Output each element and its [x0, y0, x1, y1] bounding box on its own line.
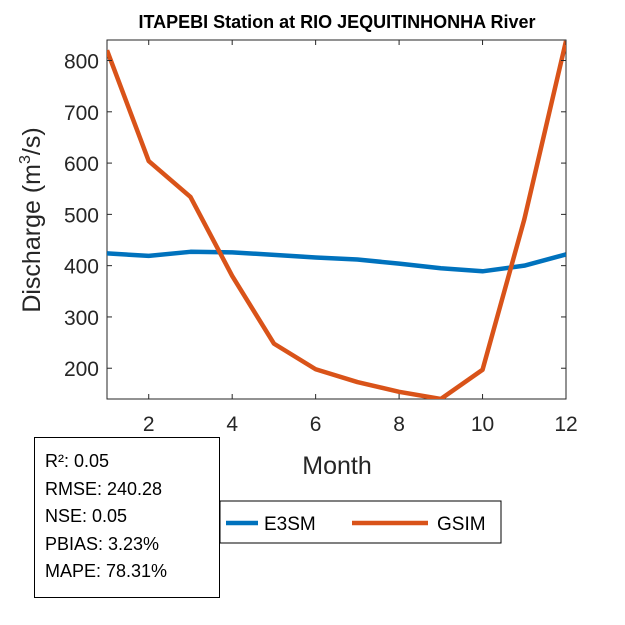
x-tick-label: 6 [310, 413, 322, 436]
series-line-e3sm [107, 249, 566, 274]
nse-stat: NSE: 0.05 [45, 506, 128, 526]
x-tick-label: 10 [471, 413, 494, 436]
y-tick-label: 500 [64, 204, 99, 227]
legend-label-e3sm: E3SM [264, 514, 316, 535]
x-tick-label: 4 [226, 413, 238, 436]
y-axis-label-tail: /s) [18, 127, 46, 155]
series-layer [107, 40, 566, 399]
y-tick-label: 800 [64, 51, 99, 74]
mape-stat: MAPE: 78.31% [45, 561, 168, 581]
y-axis-label: Discharge (m3/s) [17, 127, 46, 312]
legend: E3SM GSIM [219, 500, 502, 544]
metrics-box: R²: 0.05 RMSE: 240.28 NSE: 0.05 PBIAS: 3… [34, 437, 220, 598]
series-line-gsim [107, 40, 566, 399]
axis-layer: 2 4 6 8 10 12 200 300 400 500 600 700 800 [64, 40, 578, 436]
rmse-stat: RMSE: 240.28 [45, 478, 163, 499]
y-tick-label: 300 [64, 307, 99, 330]
x-tick-label: 2 [143, 413, 155, 436]
x-tick-label: 12 [554, 413, 577, 436]
plot-area-frame [106, 39, 567, 400]
chart-title: ITAPEBI Station at RIO JEQUITINHONHA Riv… [138, 12, 535, 32]
y-tick-label: 400 [64, 256, 99, 279]
y-tick-label: 200 [64, 358, 99, 381]
x-tick-label: 8 [393, 413, 405, 436]
x-axis-label: Month [302, 452, 371, 480]
r2-stat: R²: 0.05 [45, 451, 110, 471]
legend-label-gsim: GSIM [437, 514, 486, 535]
pbias-stat: PBIAS: 3.23% [45, 533, 160, 554]
y-tick-label: 600 [64, 153, 99, 176]
y-axis-label-main: Discharge (m [18, 164, 46, 313]
y-tick-label: 700 [64, 102, 99, 125]
y-axis-label-exponent: 3 [17, 155, 34, 164]
